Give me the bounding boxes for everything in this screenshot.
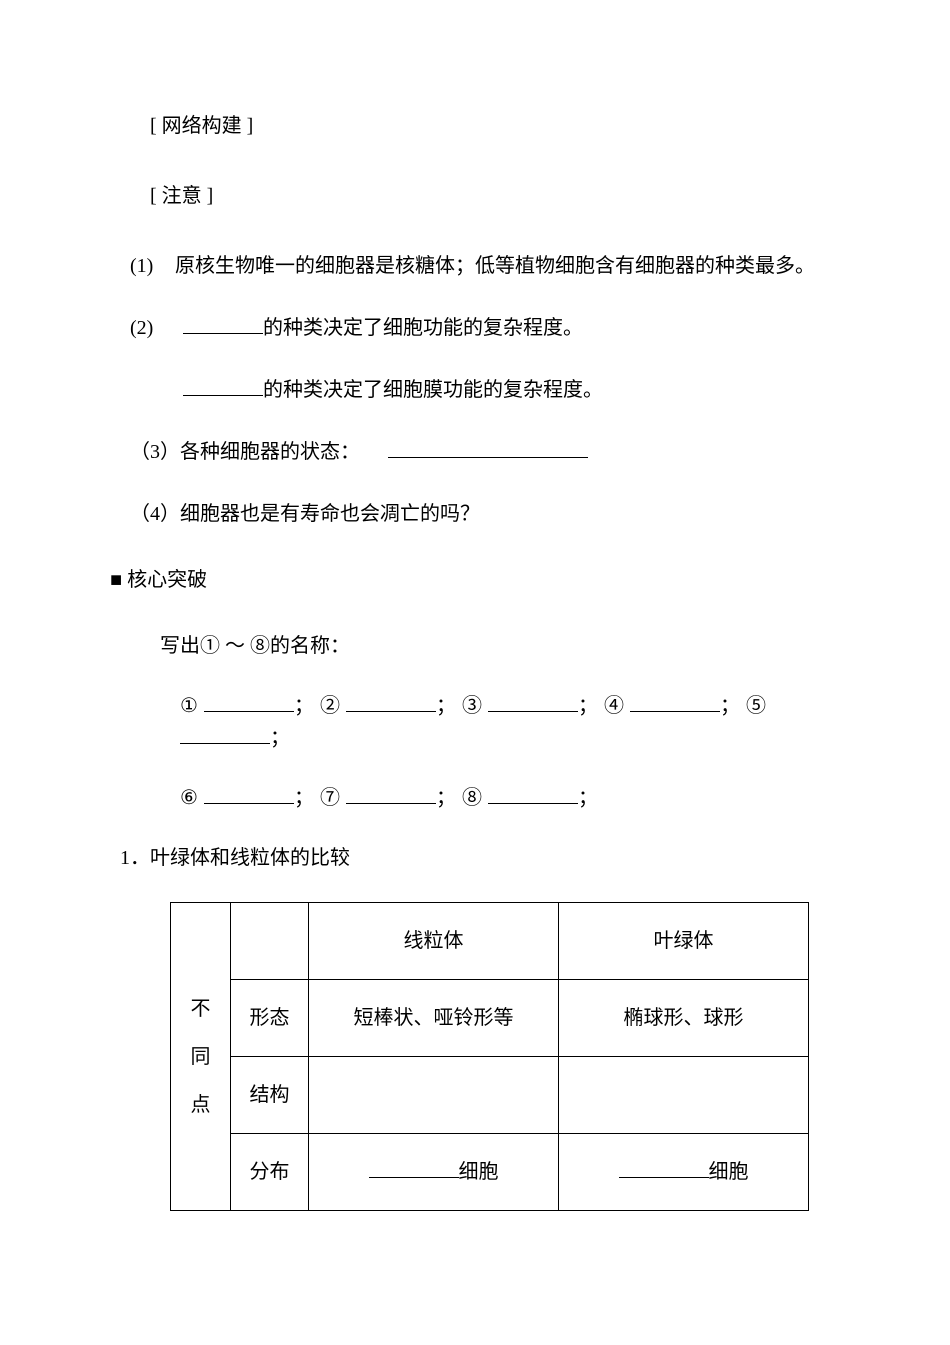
rowspan-diff: 不 同 点 (171, 903, 231, 1211)
diff-char: 同 (179, 1033, 222, 1081)
circled-8: ⑧ (462, 787, 483, 809)
table-row: 不 同 点 线粒体 叶绿体 (171, 903, 809, 980)
blank-input[interactable] (204, 782, 294, 804)
row-dist-label: 分布 (231, 1134, 309, 1211)
note-2b: 的种类决定了细胞膜功能的复杂程度。 (130, 374, 840, 406)
heading-core: ■ 核心突破 (110, 564, 840, 596)
heading-attention: [ 注意 ] (130, 180, 840, 212)
table-row: 结构 (171, 1057, 809, 1134)
note-4: （4）细胞器也是有寿命也会凋亡的吗？ (130, 498, 840, 530)
diff-char: 不 (179, 985, 222, 1033)
circled-3: ③ (462, 695, 483, 717)
note-2: (2) 的种类决定了细胞功能的复杂程度。 (130, 312, 840, 344)
circled-6: ⑥ (180, 787, 198, 809)
sep: ； (436, 787, 457, 809)
blank-input[interactable] (204, 690, 294, 712)
names-prompt: 写出① ～ ⑧的名称： (130, 630, 840, 662)
blank-input[interactable] (183, 374, 263, 396)
cell-word: 细胞 (709, 1161, 749, 1183)
row-shape-label: 形态 (231, 980, 309, 1057)
sep: ； (578, 695, 599, 717)
header-chlo: 叶绿体 (559, 903, 809, 980)
cell-dist-chlo: 细胞 (559, 1134, 809, 1211)
note-2-tail: 的种类决定了细胞功能的复杂程度。 (263, 317, 583, 339)
cell-shape-chlo: 椭球形、球形 (559, 980, 809, 1057)
sep: ； (294, 787, 315, 809)
cell-empty (231, 903, 309, 980)
blank-input[interactable] (346, 782, 436, 804)
table-row: 形态 短棒状、哑铃形等 椭球形、球形 (171, 980, 809, 1057)
row-struct-label: 结构 (231, 1057, 309, 1134)
heading-network: [ 网络构建 ] (130, 110, 840, 142)
note-3-text: （3）各种细胞器的状态： (130, 441, 360, 463)
sep: ； (436, 695, 457, 717)
note-1: (1) 原核生物唯一的细胞器是核糖体；低等植物细胞含有细胞器的种类最多。 (130, 250, 840, 282)
blank-input[interactable] (346, 690, 436, 712)
note-1-text: 原核生物唯一的细胞器是核糖体；低等植物细胞含有细胞器的种类最多。 (175, 255, 815, 277)
cell-dist-mito: 细胞 (309, 1134, 559, 1211)
circled-1: ① (180, 695, 198, 717)
blank-input[interactable] (488, 782, 578, 804)
circled-7: ⑦ (320, 787, 341, 809)
sep: ； (270, 727, 291, 749)
circled-5: ⑤ (746, 695, 767, 717)
header-mito: 线粒体 (309, 903, 559, 980)
blank-input[interactable] (388, 436, 588, 458)
cell-shape-mito: 短棒状、哑铃形等 (309, 980, 559, 1057)
cell-word: 细胞 (459, 1161, 499, 1183)
sep: ； (294, 695, 315, 717)
table-title: 1．叶绿体和线粒体的比较 (120, 842, 840, 874)
circled-4: ④ (604, 695, 625, 717)
sep: ； (578, 787, 599, 809)
note-2b-tail: 的种类决定了细胞膜功能的复杂程度。 (263, 379, 603, 401)
cell-struct-chlo[interactable] (559, 1057, 809, 1134)
note-3: （3）各种细胞器的状态： (130, 436, 840, 468)
note-2-prefix: (2) (130, 312, 178, 344)
blank-input[interactable] (488, 690, 578, 712)
circled-2: ② (320, 695, 341, 717)
names-row-1: ① ； ② ； ③ ； ④ ； ⑤ ； (130, 690, 840, 754)
blank-input[interactable] (369, 1156, 459, 1178)
blank-input[interactable] (619, 1156, 709, 1178)
blank-input[interactable] (183, 312, 263, 334)
cell-struct-mito[interactable] (309, 1057, 559, 1134)
blank-input[interactable] (180, 722, 270, 744)
sep: ； (720, 695, 741, 717)
comparison-table: 不 同 点 线粒体 叶绿体 形态 短棒状、哑铃形等 椭球形、球形 结构 分布 细… (170, 902, 809, 1211)
diff-char: 点 (179, 1081, 222, 1129)
blank-input[interactable] (630, 690, 720, 712)
note-1-prefix: (1) (130, 250, 170, 282)
names-row-2: ⑥ ； ⑦ ； ⑧ ； (130, 782, 840, 814)
table-row: 分布 细胞 细胞 (171, 1134, 809, 1211)
